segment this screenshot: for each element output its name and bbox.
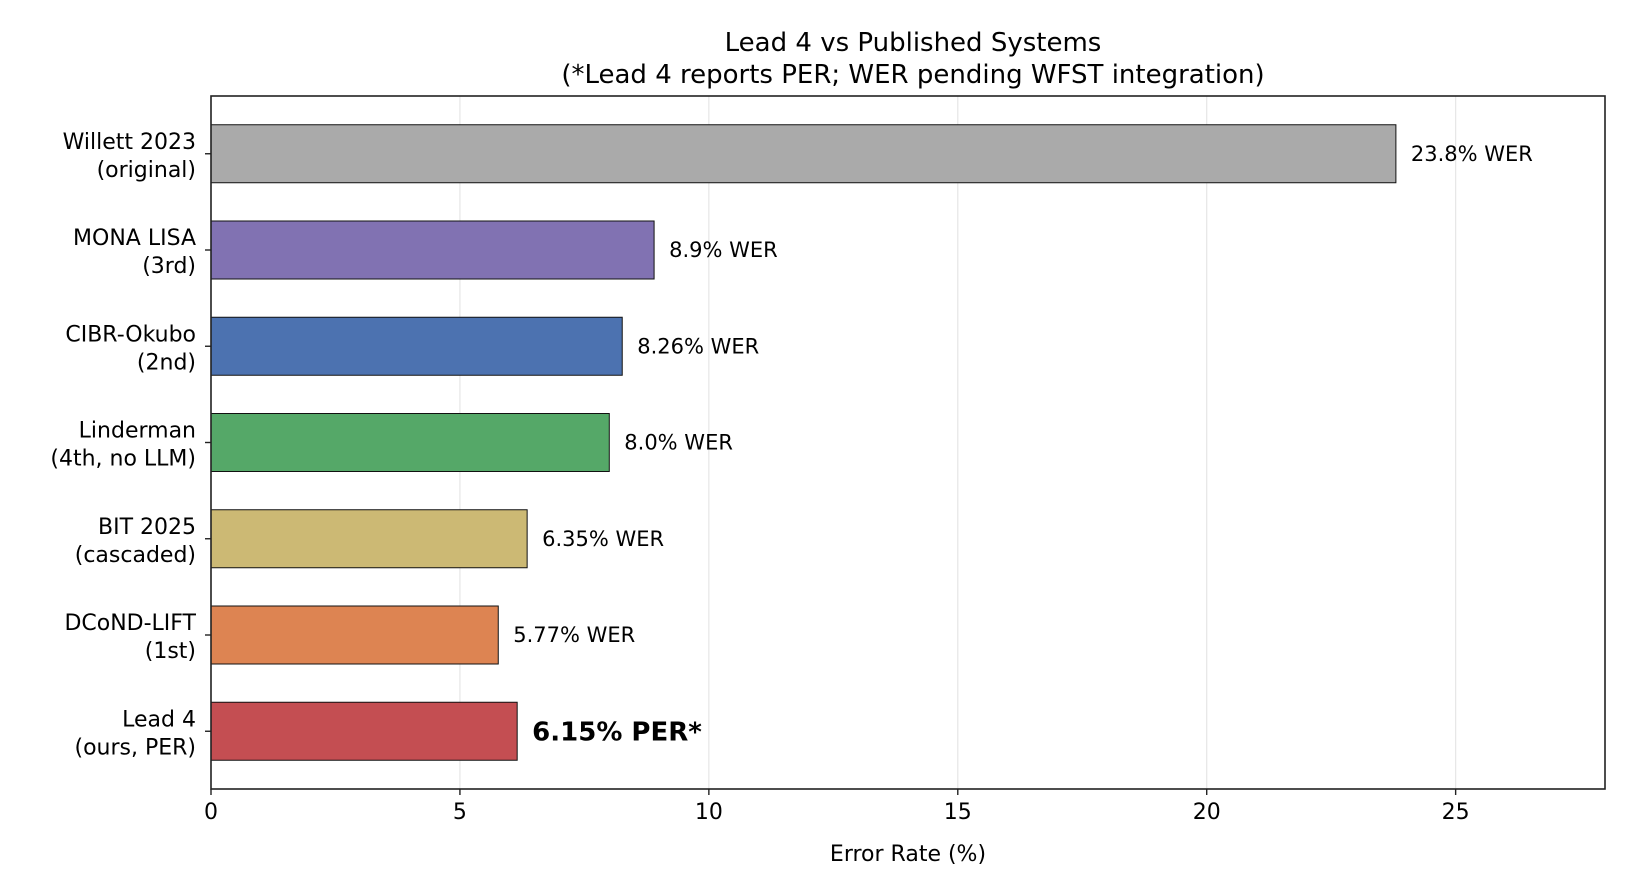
data-label: 23.8% WER — [1411, 142, 1533, 166]
x-tick-label: 0 — [204, 800, 218, 825]
bar — [210, 701, 518, 761]
y-tick-label: (4th, no LLM) — [50, 447, 196, 472]
x-tick-label: 10 — [695, 800, 723, 825]
y-tick-label: CIBR-Okubo — [65, 322, 196, 347]
bar — [210, 220, 655, 280]
y-tick-label: Linderman — [79, 419, 196, 444]
x-tick-label: 20 — [1193, 800, 1221, 825]
bar — [210, 124, 1397, 184]
y-tick-label: (3rd) — [142, 254, 196, 279]
x-axis-label: Error Rate (%) — [830, 842, 986, 867]
data-label: 6.15% PER* — [532, 717, 702, 747]
bar — [210, 413, 610, 472]
data-label: 5.77% WER — [513, 623, 635, 647]
data-label: 8.9% WER — [669, 238, 778, 262]
y-tick-label: (1st) — [145, 639, 196, 664]
y-tick-label: Lead 4 — [122, 707, 196, 732]
y-tick-label: BIT 2025 — [98, 515, 196, 540]
x-tick-label: 25 — [1442, 800, 1470, 825]
chart-subtitle: (*Lead 4 reports PER; WER pending WFST i… — [561, 60, 1264, 90]
y-tick-label: (original) — [97, 158, 196, 183]
data-label: 6.35% WER — [542, 527, 664, 551]
data-label: 8.26% WER — [637, 334, 759, 358]
y-tick-label: DCoND-LIFT — [64, 611, 196, 636]
bar — [210, 316, 623, 376]
chart-title: Lead 4 vs Published Systems — [725, 28, 1102, 58]
y-tick-label: (ours, PER) — [74, 735, 196, 760]
x-tick-label: 5 — [453, 800, 467, 825]
y-tick-label: (2nd) — [137, 350, 196, 375]
y-tick-label: Willett 2023 — [63, 130, 196, 155]
y-tick-label: (cascaded) — [75, 543, 196, 568]
x-tick-label: 15 — [944, 800, 972, 825]
bar — [210, 605, 499, 665]
y-tick-label: MONA LISA — [73, 226, 196, 251]
bar — [210, 509, 528, 569]
data-label: 8.0% WER — [624, 431, 733, 455]
